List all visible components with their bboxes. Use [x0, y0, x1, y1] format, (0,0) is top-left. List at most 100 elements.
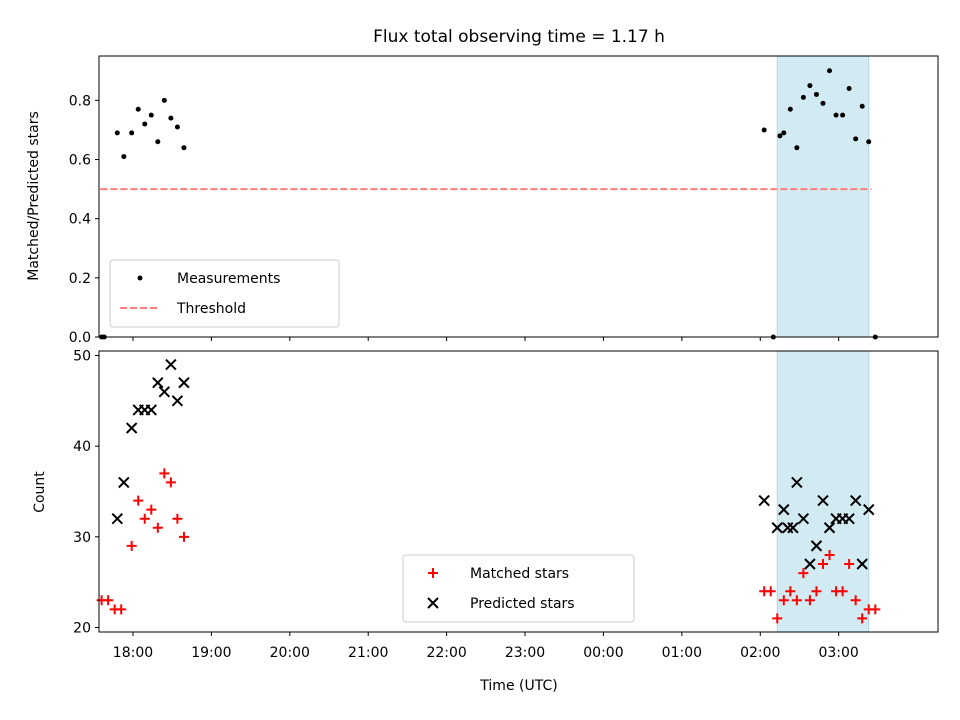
y-tick-label: 20 — [73, 620, 91, 636]
plot-frame — [98, 350, 939, 633]
data-point — [863, 503, 875, 516]
data-point — [791, 476, 803, 489]
data-point — [168, 115, 174, 121]
data-point — [787, 522, 799, 534]
legend: Measurements Threshold — [109, 259, 340, 328]
data-point — [103, 595, 114, 606]
data-point — [142, 121, 148, 127]
data-point — [800, 94, 806, 100]
data-point — [804, 558, 816, 570]
x-tick-label: 01:00 — [662, 645, 702, 661]
x-tick-label: 02:00 — [740, 645, 780, 661]
data-point — [813, 91, 819, 97]
data-point — [758, 494, 770, 507]
data-point — [121, 154, 127, 160]
data-point — [857, 613, 868, 624]
data-point — [777, 133, 783, 139]
y-tick-label: 30 — [73, 530, 91, 546]
data-point — [840, 112, 846, 118]
chart-title: Flux total observing time = 1.17 h — [373, 27, 665, 47]
x-tick-label: 03:00 — [818, 645, 858, 661]
data-point — [837, 586, 848, 597]
data-point — [846, 86, 852, 92]
data-point — [158, 386, 171, 398]
x-tick-label: 21:00 — [348, 645, 388, 661]
data-point — [771, 522, 783, 534]
data-point — [781, 130, 787, 136]
top-panel: 0.0 0.2 0.4 0.6 0.8 Measurements Threshold — [69, 55, 939, 346]
data-point — [155, 139, 161, 145]
x-axis-label: Time (UTC) — [479, 678, 557, 694]
data-point — [820, 100, 826, 106]
legend-box — [109, 259, 340, 328]
data-point — [794, 145, 800, 151]
data-point — [807, 83, 813, 89]
data-point — [798, 568, 809, 579]
data-point — [833, 112, 839, 118]
x-tick-label: 20:00 — [270, 645, 310, 661]
y-tick-label: 40 — [73, 439, 91, 455]
legend-label: Predicted stars — [470, 596, 575, 612]
y-axis-label-top: Matched/Predicted stars — [26, 111, 42, 281]
series-measurements — [99, 68, 878, 340]
data-point — [126, 540, 137, 551]
data-point — [785, 586, 796, 597]
data-point — [178, 531, 189, 542]
bottom-panel: 20 30 40 50 18:00 19:00 20:00 21:00 22:00 23:00 00… — [73, 349, 939, 661]
data-point — [824, 549, 835, 560]
data-point — [787, 106, 793, 112]
legend-label: Threshold — [176, 301, 246, 317]
data-point — [823, 522, 836, 534]
y-tick-label: 0.8 — [69, 93, 91, 109]
y-tick-label: 0.4 — [69, 212, 91, 228]
legend: Matched stars Predicted stars — [402, 554, 635, 623]
data-point — [817, 559, 828, 570]
y-tick-label: 50 — [73, 349, 91, 365]
data-point — [165, 358, 177, 371]
data-point — [174, 124, 180, 130]
data-point — [765, 586, 776, 597]
data-point — [849, 494, 862, 507]
data-point — [804, 595, 815, 606]
x-tick-label: 22:00 — [426, 645, 466, 661]
data-point — [778, 595, 789, 606]
data-point — [797, 512, 810, 525]
data-point — [761, 127, 767, 133]
data-point — [125, 422, 138, 434]
data-point — [850, 595, 861, 606]
data-point — [778, 503, 790, 516]
plot-frame — [98, 55, 939, 338]
legend-label: Matched stars — [470, 566, 569, 582]
observing-span — [776, 56, 870, 337]
data-point — [161, 97, 167, 103]
data-point — [853, 136, 859, 142]
legend-marker — [137, 275, 143, 281]
data-point — [811, 586, 822, 597]
data-point — [171, 395, 184, 407]
data-point — [772, 613, 783, 624]
data-point — [791, 595, 802, 606]
data-point — [114, 130, 120, 136]
data-point — [118, 476, 130, 489]
legend-label: Measurements — [177, 271, 280, 287]
series-matched-stars — [96, 468, 881, 624]
data-point — [844, 559, 855, 570]
x-tick-label: 18:00 — [113, 645, 153, 661]
data-point — [165, 477, 176, 488]
data-point — [152, 522, 163, 533]
data-point — [111, 512, 124, 525]
data-point — [135, 106, 141, 112]
data-point — [817, 494, 829, 507]
data-point — [145, 404, 157, 416]
data-point — [172, 513, 183, 524]
data-point — [827, 68, 833, 74]
data-point — [782, 522, 794, 534]
legend-box — [402, 554, 635, 623]
data-point — [810, 540, 823, 552]
data-point — [843, 512, 855, 525]
data-point — [866, 139, 872, 145]
data-point — [152, 377, 164, 389]
legend-marker — [427, 597, 439, 609]
data-point — [178, 377, 190, 389]
